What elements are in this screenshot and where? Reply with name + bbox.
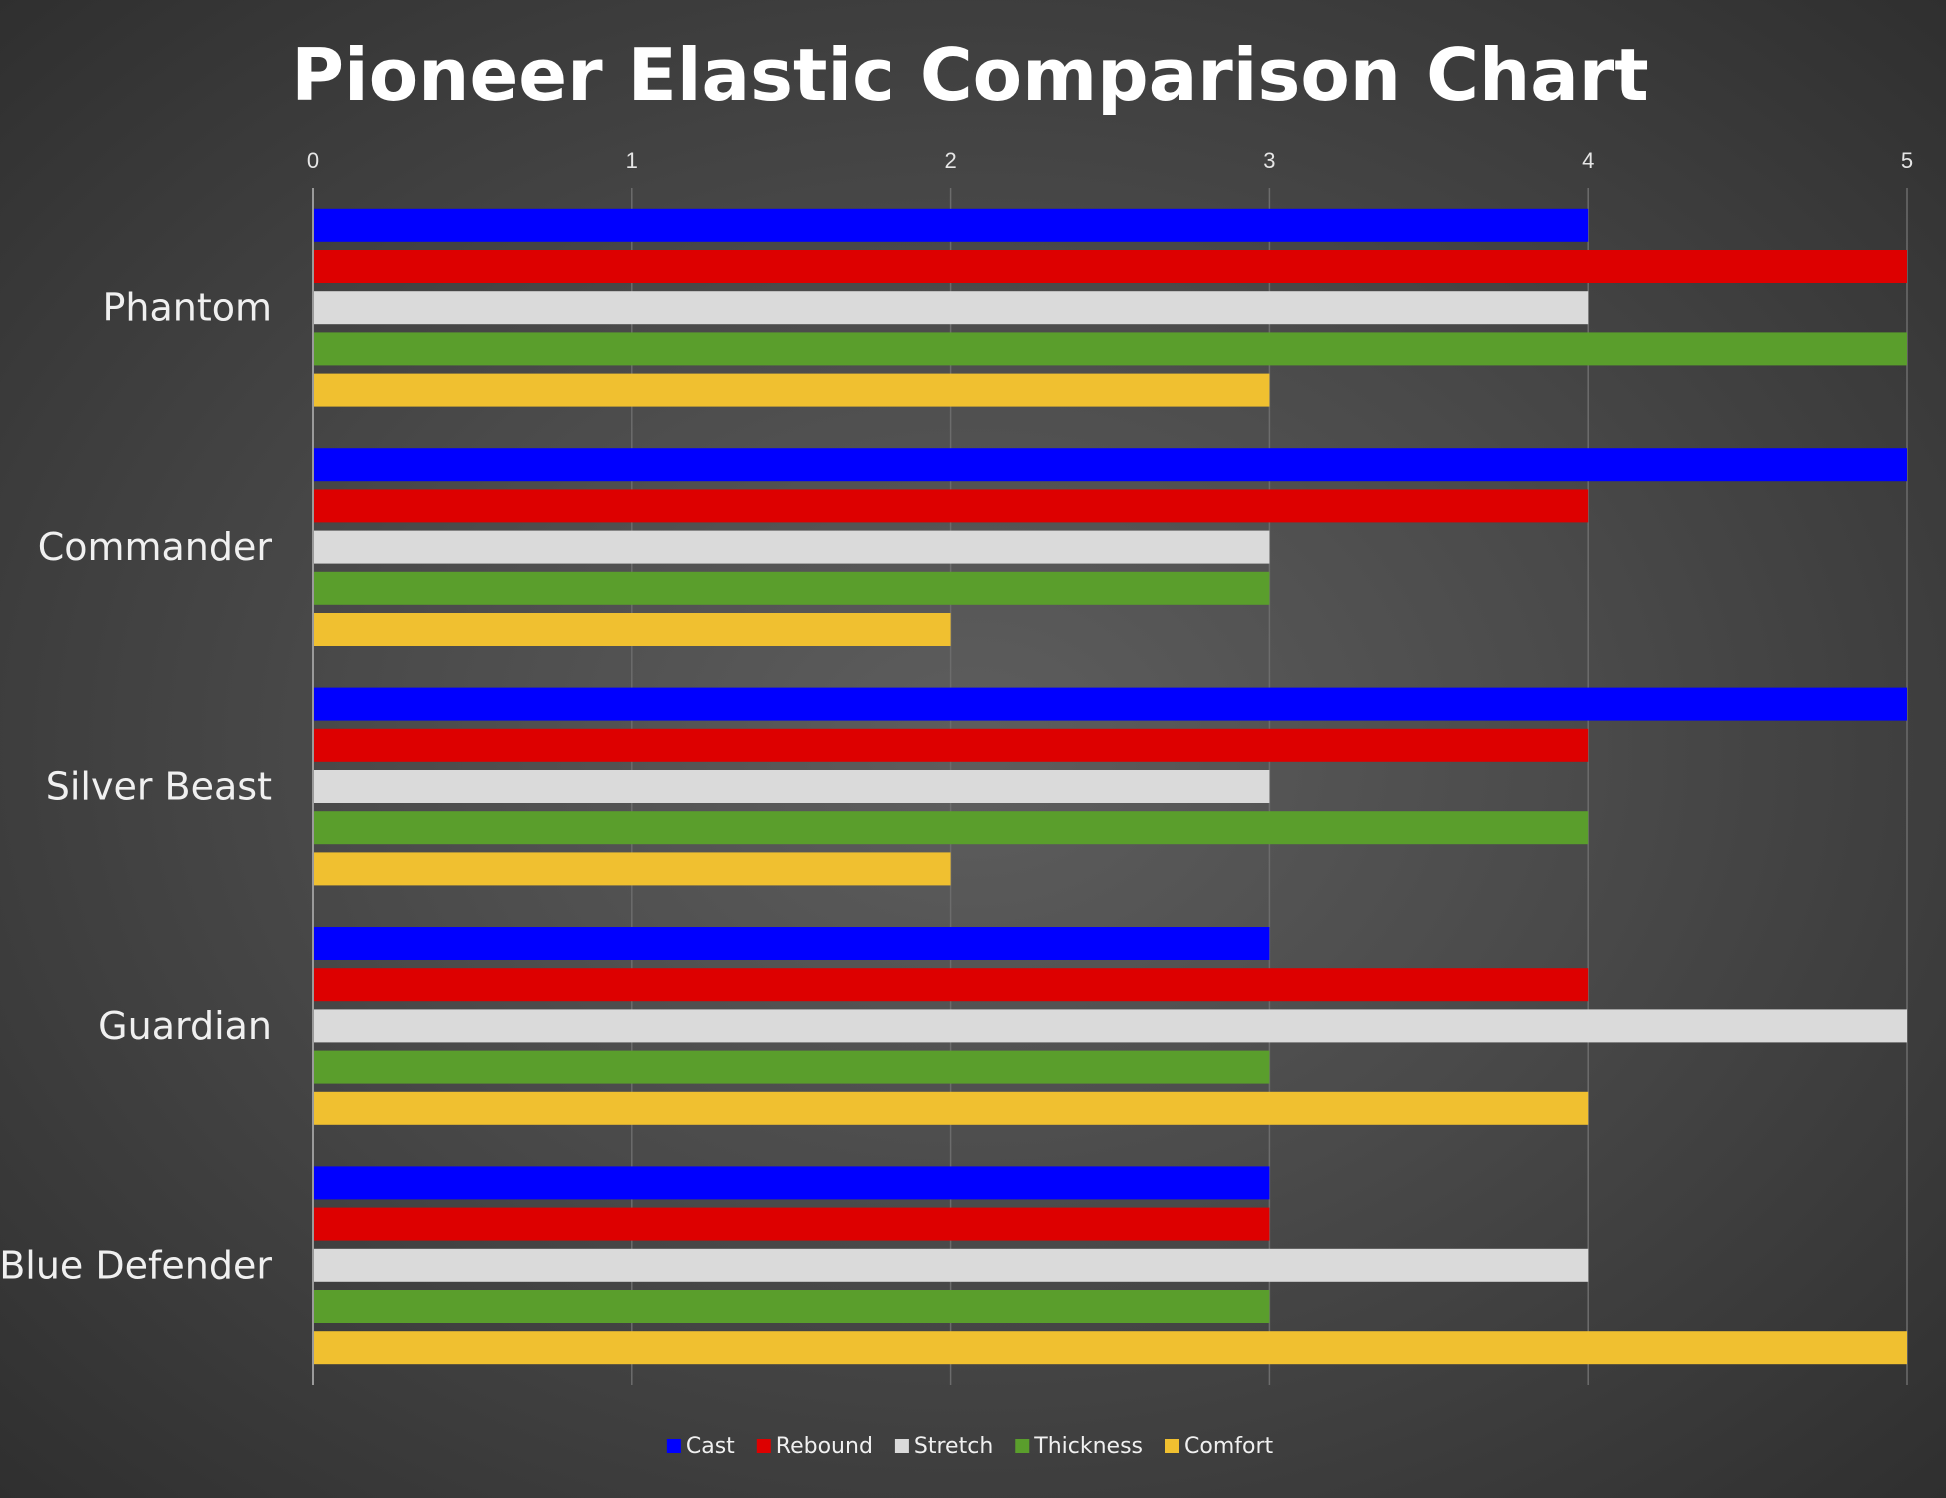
bar-comfort-commander — [314, 613, 951, 646]
legend-swatch — [1015, 1439, 1030, 1453]
bar-rebound-guardian — [314, 968, 1589, 1002]
category-label: Blue Defender — [0, 1243, 272, 1287]
bar-cast-guardian — [314, 927, 1270, 960]
bar-cast-phantom — [314, 208, 1589, 242]
legend-item-cast: Cast — [666, 1434, 735, 1459]
bar-rebound-silver-beast — [314, 728, 1589, 762]
legend-label: Comfort — [1184, 1434, 1274, 1459]
x-tick-label: 5 — [1901, 148, 1913, 173]
bar-thickness-blue-defender — [314, 1290, 1270, 1323]
bar-comfort-guardian — [314, 1091, 1589, 1125]
legend-item-rebound: Rebound — [756, 1434, 873, 1459]
category-label: Guardian — [98, 1004, 272, 1048]
x-axis-ticks: 0 1 2 3 4 5 — [307, 148, 1913, 173]
legend-item-stretch: Stretch — [894, 1434, 993, 1459]
bar-thickness-guardian — [314, 1050, 1270, 1084]
bar-comfort-silver-beast — [314, 852, 951, 886]
chart-title: Pioneer Elastic Comparison Chart — [291, 33, 1648, 117]
bar-stretch-silver-beast — [314, 770, 1270, 803]
legend: Cast Rebound Stretch Thickness Comfort — [666, 1434, 1274, 1459]
bar-cast-silver-beast — [314, 687, 1907, 721]
legend-swatch — [756, 1439, 771, 1453]
bar-rebound-commander — [314, 489, 1589, 523]
legend-swatch — [666, 1439, 681, 1453]
bar-stretch-phantom — [314, 291, 1589, 325]
legend-item-comfort: Comfort — [1165, 1434, 1274, 1459]
legend-item-thickness: Thickness — [1015, 1434, 1143, 1459]
bar-stretch-blue-defender — [314, 1248, 1589, 1282]
legend-label: Thickness — [1033, 1434, 1143, 1459]
legend-label: Stretch — [914, 1434, 993, 1459]
legend-label: Cast — [686, 1434, 735, 1459]
x-tick-label: 2 — [944, 148, 956, 173]
bar-stretch-commander — [314, 530, 1270, 564]
category-label: Phantom — [102, 286, 272, 330]
bar-rebound-blue-defender — [314, 1207, 1270, 1241]
category-label: Silver Beast — [46, 765, 272, 809]
bar-thickness-phantom — [314, 332, 1907, 366]
bar-cast-commander — [314, 448, 1907, 482]
bar-comfort-phantom — [314, 373, 1270, 407]
legend-swatch — [894, 1439, 909, 1453]
bar-thickness-silver-beast — [314, 811, 1589, 845]
x-tick-label: 1 — [626, 148, 638, 173]
bars — [314, 208, 1907, 1365]
bar-thickness-commander — [314, 571, 1270, 605]
x-tick-label: 0 — [307, 148, 319, 173]
bar-cast-blue-defender — [314, 1166, 1270, 1200]
legend-label: Rebound — [776, 1434, 873, 1459]
x-tick-label: 4 — [1582, 148, 1594, 173]
bar-comfort-blue-defender — [314, 1331, 1907, 1365]
category-label: Commander — [38, 525, 273, 569]
legend-swatch — [1165, 1439, 1179, 1453]
bar-stretch-guardian — [314, 1009, 1907, 1043]
x-tick-label: 3 — [1263, 148, 1275, 173]
bar-rebound-phantom — [314, 250, 1907, 283]
category-labels: Phantom Commander Silver Beast Guardian Blue… — [0, 286, 272, 1288]
